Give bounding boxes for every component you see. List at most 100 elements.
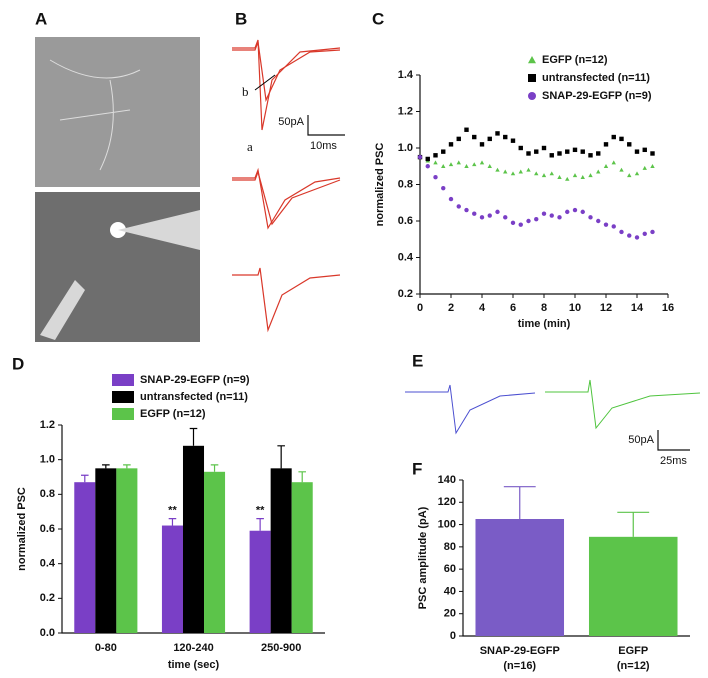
point: [425, 156, 430, 162]
x-tick-label: 8: [541, 302, 547, 314]
scale-bar: [307, 115, 345, 136]
cell-outline: [49, 59, 141, 171]
point: [565, 149, 570, 154]
error-bar: [298, 471, 306, 483]
error-bar: [189, 427, 198, 446]
error-bar: [102, 464, 110, 469]
panel-label: F: [412, 459, 422, 478]
y-tick-label: 1.2: [40, 419, 55, 431]
legend-swatch: [112, 391, 134, 403]
y-tick-label: 0.4: [398, 251, 414, 263]
point: [526, 151, 531, 156]
x-tick-label: EGFP: [618, 645, 648, 657]
y-tick-label: 0.4: [40, 558, 56, 570]
y-tick-label: 1.0: [40, 454, 55, 466]
x-tick-label: 16: [662, 302, 674, 314]
point: [479, 142, 485, 147]
y-tick-label: 0.2: [398, 288, 413, 300]
legend-marker: [528, 74, 536, 82]
point: [448, 142, 454, 147]
point: [510, 220, 516, 226]
point: [441, 149, 446, 154]
traces-b: [232, 39, 341, 333]
x-tick-label: 4: [479, 302, 486, 314]
y-tick-label: 0: [450, 630, 456, 642]
point: [479, 160, 485, 165]
error-bar: [81, 474, 89, 483]
y-tick-label: 0.8: [40, 488, 55, 500]
y-tick-label: 100: [438, 518, 456, 530]
point: [603, 164, 609, 169]
point: [464, 207, 469, 213]
point: [627, 142, 632, 147]
legend-swatch: [112, 374, 134, 386]
point: [596, 218, 601, 224]
y-tick-label: 0.2: [40, 592, 55, 604]
legend-label: EGFP (n=12): [140, 408, 206, 420]
point: [472, 162, 477, 167]
point: [619, 229, 624, 235]
point: [479, 215, 485, 220]
point: [441, 185, 446, 191]
bar: [291, 482, 313, 633]
error-bar: [210, 464, 219, 472]
point: [441, 164, 446, 169]
axes: [419, 75, 668, 295]
point: [433, 175, 438, 180]
point: [596, 169, 601, 174]
x-tick-note: (n=16): [503, 660, 536, 672]
trace-label: b: [242, 84, 249, 99]
point: [425, 164, 430, 169]
point: [487, 136, 492, 142]
legend-marker: [528, 56, 536, 64]
x-tick-label: 12: [600, 302, 612, 314]
point: [472, 134, 477, 140]
point: [456, 160, 461, 165]
point: [650, 164, 655, 169]
point: [534, 171, 539, 176]
point: [541, 173, 547, 178]
x-tick-label: 14: [631, 302, 644, 314]
point: [526, 218, 531, 224]
bar: [475, 519, 565, 636]
legend-swatch: [112, 408, 134, 420]
point: [611, 134, 616, 140]
legend-label: untransfected (n=11): [542, 72, 650, 84]
y-tick-label: 0.0: [40, 627, 55, 639]
point: [557, 151, 562, 156]
point: [572, 173, 578, 178]
point: [627, 233, 632, 238]
bar: [204, 471, 226, 633]
point: [634, 149, 640, 154]
point: [580, 149, 585, 154]
trace-marker: [254, 74, 276, 91]
point: [487, 213, 492, 218]
bar: [182, 445, 205, 633]
y-tick-label: 0.8: [398, 178, 413, 190]
point: [611, 160, 616, 165]
legend-label: SNAP-29-EGFP (n=9): [140, 374, 250, 386]
y-tick-label: 60: [444, 563, 456, 575]
error-bar: [123, 464, 131, 469]
x-tick-label: 120-240: [173, 642, 213, 654]
trace-label: a: [247, 139, 253, 154]
point: [650, 229, 655, 235]
point: [619, 167, 624, 172]
panel-label: D: [12, 354, 24, 373]
y-tick-label: 20: [444, 608, 456, 620]
point: [549, 171, 554, 176]
y-tick-label: 140: [438, 474, 456, 486]
legend-label: EGFP (n=12): [542, 54, 608, 66]
point: [634, 171, 640, 176]
point: [464, 164, 469, 169]
bar: [95, 468, 117, 633]
legend-label: SNAP-29-EGFP (n=9): [542, 90, 652, 102]
scale-label: 10ms: [310, 140, 337, 152]
point: [541, 211, 547, 216]
panel-label: E: [412, 351, 423, 370]
legend-marker: [528, 92, 536, 100]
point: [433, 153, 438, 158]
point: [456, 204, 461, 209]
error-bar: [168, 518, 177, 526]
